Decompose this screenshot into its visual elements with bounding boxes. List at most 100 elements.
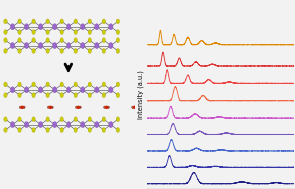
Circle shape bbox=[4, 117, 7, 122]
Circle shape bbox=[102, 19, 106, 24]
Circle shape bbox=[18, 49, 21, 53]
Circle shape bbox=[24, 43, 29, 49]
Polygon shape bbox=[107, 106, 109, 108]
Circle shape bbox=[60, 117, 63, 122]
Circle shape bbox=[95, 43, 99, 49]
Circle shape bbox=[67, 24, 71, 30]
Circle shape bbox=[53, 24, 57, 30]
Polygon shape bbox=[47, 106, 50, 108]
Circle shape bbox=[134, 106, 135, 108]
Circle shape bbox=[4, 82, 7, 87]
Circle shape bbox=[67, 43, 71, 49]
Circle shape bbox=[10, 122, 15, 128]
Circle shape bbox=[106, 106, 107, 108]
Circle shape bbox=[95, 24, 99, 30]
Circle shape bbox=[78, 106, 79, 108]
Circle shape bbox=[116, 117, 119, 122]
Circle shape bbox=[74, 117, 78, 122]
Circle shape bbox=[67, 122, 71, 128]
Circle shape bbox=[4, 38, 7, 43]
Polygon shape bbox=[76, 106, 78, 108]
Circle shape bbox=[74, 128, 78, 132]
Circle shape bbox=[74, 30, 78, 35]
Circle shape bbox=[81, 122, 85, 128]
Circle shape bbox=[46, 49, 49, 53]
Circle shape bbox=[74, 93, 78, 98]
Circle shape bbox=[32, 93, 35, 98]
Circle shape bbox=[46, 38, 49, 43]
Circle shape bbox=[32, 128, 35, 132]
Polygon shape bbox=[51, 106, 53, 108]
Circle shape bbox=[88, 93, 91, 98]
Circle shape bbox=[102, 128, 106, 132]
Circle shape bbox=[88, 128, 91, 132]
Circle shape bbox=[74, 19, 78, 24]
Polygon shape bbox=[104, 106, 106, 108]
Circle shape bbox=[46, 30, 49, 35]
Circle shape bbox=[95, 87, 99, 93]
Circle shape bbox=[102, 117, 106, 122]
Circle shape bbox=[102, 82, 106, 87]
Circle shape bbox=[74, 49, 78, 53]
Circle shape bbox=[10, 87, 15, 93]
Circle shape bbox=[24, 87, 29, 93]
Circle shape bbox=[116, 128, 119, 132]
Circle shape bbox=[102, 49, 106, 53]
Circle shape bbox=[81, 24, 85, 30]
Circle shape bbox=[18, 19, 21, 24]
Circle shape bbox=[109, 24, 113, 30]
Circle shape bbox=[38, 87, 43, 93]
Circle shape bbox=[32, 19, 35, 24]
Circle shape bbox=[46, 93, 49, 98]
Circle shape bbox=[53, 122, 57, 128]
Circle shape bbox=[116, 49, 119, 53]
Circle shape bbox=[32, 38, 35, 43]
Circle shape bbox=[4, 93, 7, 98]
Polygon shape bbox=[19, 106, 22, 108]
Circle shape bbox=[24, 122, 29, 128]
Circle shape bbox=[32, 117, 35, 122]
Circle shape bbox=[81, 87, 85, 93]
Circle shape bbox=[88, 38, 91, 43]
Circle shape bbox=[116, 30, 119, 35]
Circle shape bbox=[88, 19, 91, 24]
Circle shape bbox=[116, 19, 119, 24]
Circle shape bbox=[81, 43, 85, 49]
Circle shape bbox=[38, 24, 43, 30]
Circle shape bbox=[88, 117, 91, 122]
Circle shape bbox=[109, 43, 113, 49]
Circle shape bbox=[53, 43, 57, 49]
Polygon shape bbox=[79, 106, 81, 108]
Circle shape bbox=[46, 82, 49, 87]
Circle shape bbox=[60, 128, 63, 132]
Circle shape bbox=[74, 82, 78, 87]
Circle shape bbox=[18, 128, 21, 132]
Circle shape bbox=[32, 82, 35, 87]
Circle shape bbox=[88, 82, 91, 87]
Circle shape bbox=[60, 19, 63, 24]
Circle shape bbox=[32, 30, 35, 35]
Circle shape bbox=[4, 128, 7, 132]
Circle shape bbox=[24, 24, 29, 30]
Circle shape bbox=[88, 30, 91, 35]
Circle shape bbox=[18, 82, 21, 87]
Circle shape bbox=[18, 117, 21, 122]
Circle shape bbox=[18, 38, 21, 43]
Circle shape bbox=[95, 122, 99, 128]
Circle shape bbox=[60, 49, 63, 53]
Circle shape bbox=[102, 93, 106, 98]
Circle shape bbox=[18, 93, 21, 98]
Circle shape bbox=[102, 38, 106, 43]
Circle shape bbox=[4, 49, 7, 53]
Circle shape bbox=[46, 117, 49, 122]
Circle shape bbox=[32, 49, 35, 53]
Polygon shape bbox=[23, 106, 25, 108]
Polygon shape bbox=[132, 106, 134, 108]
Circle shape bbox=[116, 82, 119, 87]
Circle shape bbox=[67, 87, 71, 93]
Circle shape bbox=[74, 38, 78, 43]
Circle shape bbox=[60, 30, 63, 35]
Circle shape bbox=[116, 93, 119, 98]
Circle shape bbox=[10, 24, 15, 30]
Circle shape bbox=[4, 19, 7, 24]
